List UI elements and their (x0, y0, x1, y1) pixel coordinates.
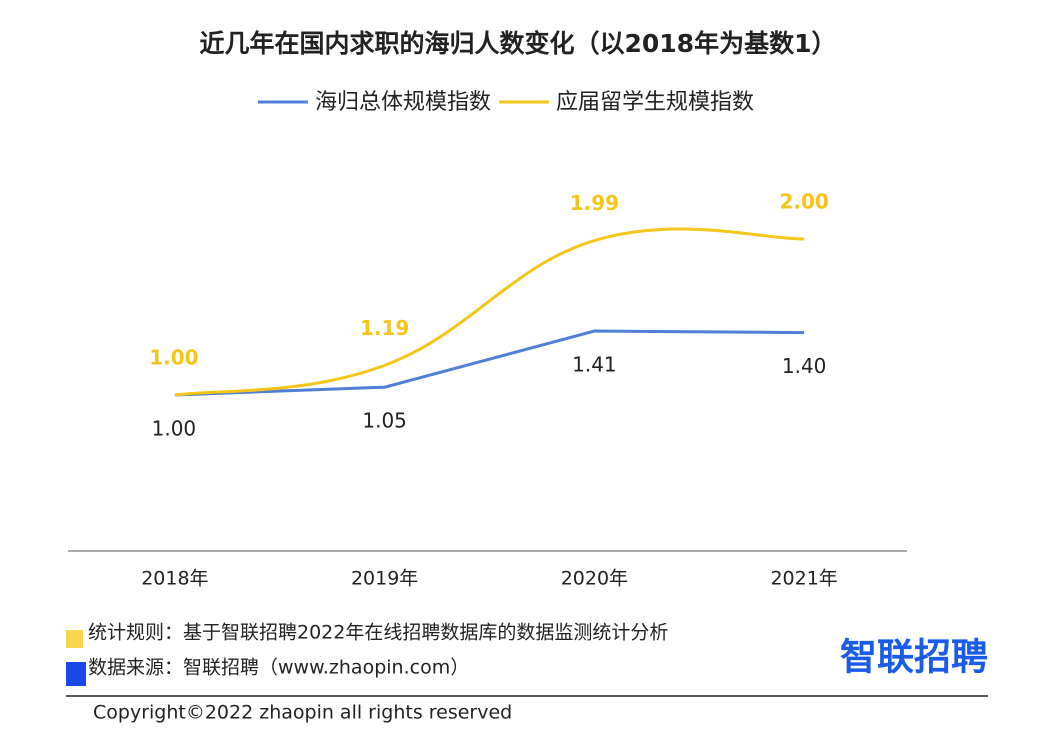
data-label: 1.00 (149, 346, 198, 370)
data-label: 1.41 (572, 353, 617, 377)
data-label: 1.99 (570, 191, 619, 215)
x-tick-label: 2018年 (141, 568, 208, 590)
data-label: 2.00 (779, 190, 828, 214)
footer-rule: 统计规则：基于智联招聘2022年在线招聘数据库的数据监测统计分析 (88, 622, 668, 644)
data-label: 1.40 (782, 354, 827, 378)
footer-source: 数据来源：智联招聘（www.zhaopin.com） (88, 657, 469, 679)
copyright: Copyright©2022 zhaopin all rights reserv… (93, 702, 512, 724)
rule-icon (66, 630, 83, 648)
series-line (174, 227, 805, 397)
x-tick-label: 2021年 (770, 568, 837, 590)
data-label: 1.00 (152, 417, 197, 441)
data-label: 1.19 (360, 316, 409, 340)
series-line (174, 329, 805, 397)
legend-label: 应届留学生规模指数 (556, 90, 754, 115)
legend-label: 海归总体规模指数 (315, 90, 491, 115)
source-icon (66, 662, 86, 686)
logo: 智联招聘 (840, 636, 988, 679)
data-label: 1.05 (362, 409, 407, 433)
x-tick-label: 2020年 (561, 568, 628, 590)
x-tick-label: 2019年 (351, 568, 418, 590)
chart-title: 近几年在国内求职的海归人数变化（以2018年为基数1） (200, 29, 837, 58)
